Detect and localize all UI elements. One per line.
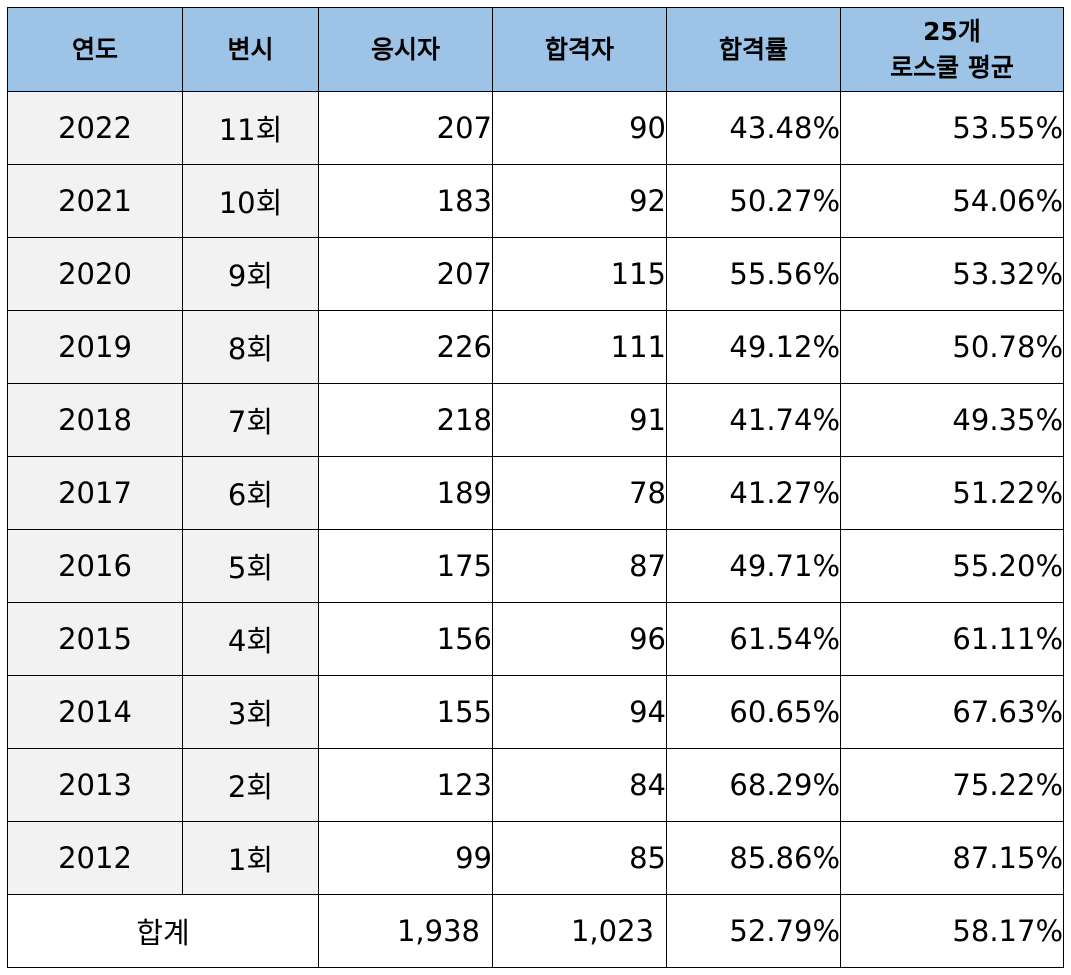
passers-cell: 84 [492,748,667,822]
pass-rate-cell: 60.65% [666,675,841,749]
table-row: 2015 4회 156 96 61.54% 61.11% [7,602,1064,676]
applicants-cell: 189 [318,456,493,530]
average-cell: 67.63% [840,675,1064,749]
average-cell: 61.11% [840,602,1064,676]
total-applicants: 1,938 [318,894,493,968]
session-cell: 11회 [182,91,319,165]
applicants-cell: 218 [318,383,493,457]
year-cell: 2012 [7,821,183,895]
passers-cell: 85 [492,821,667,895]
pass-rate-cell: 49.12% [666,310,841,384]
year-cell: 2017 [7,456,183,530]
session-cell: 4회 [182,602,319,676]
passers-cell: 91 [492,383,667,457]
average-cell: 53.55% [840,91,1064,165]
total-row: 합계 1,938 1,023 52.79% 58.17% [7,894,1064,968]
pass-rate-cell: 55.56% [666,237,841,311]
applicants-cell: 226 [318,310,493,384]
pass-rate-cell: 50.27% [666,164,841,238]
passers-cell: 96 [492,602,667,676]
header-average-line1: 25개 [923,16,981,46]
table-row: 2021 10회 183 92 50.27% 54.06% [7,164,1064,238]
session-cell: 9회 [182,237,319,311]
pass-rate-cell: 41.74% [666,383,841,457]
average-cell: 53.32% [840,237,1064,311]
passers-cell: 90 [492,91,667,165]
table-row: 2022 11회 207 90 43.48% 53.55% [7,91,1064,165]
average-cell: 49.35% [840,383,1064,457]
total-pass-rate: 52.79% [666,894,841,968]
session-cell: 7회 [182,383,319,457]
total-average: 58.17% [840,894,1064,968]
passers-cell: 78 [492,456,667,530]
table-row: 2016 5회 175 87 49.71% 55.20% [7,529,1064,603]
table-row: 2013 2회 123 84 68.29% 75.22% [7,748,1064,822]
applicants-cell: 207 [318,91,493,165]
session-cell: 1회 [182,821,319,895]
table-body: 2022 11회 207 90 43.48% 53.55% 2021 10회 183 92 50.2… [7,91,1064,968]
pass-rate-cell: 43.48% [666,91,841,165]
average-cell: 54.06% [840,164,1064,238]
year-cell: 2014 [7,675,183,749]
applicants-cell: 207 [318,237,493,311]
pass-rate-table: 연도 변시 응시자 합격자 합격률 25개 로스쿨 평균 2022 11회 207 90… [7,7,1064,968]
header-average-line2: 로스쿨 평균 [890,52,1014,82]
year-cell: 2018 [7,383,183,457]
table-row: 2020 9회 207 115 55.56% 53.32% [7,237,1064,311]
session-cell: 2회 [182,748,319,822]
applicants-cell: 175 [318,529,493,603]
year-cell: 2016 [7,529,183,603]
average-cell: 87.15% [840,821,1064,895]
average-cell: 55.20% [840,529,1064,603]
total-label: 합계 [7,894,319,968]
year-cell: 2021 [7,164,183,238]
pass-rate-cell: 61.54% [666,602,841,676]
year-cell: 2019 [7,310,183,384]
applicants-cell: 123 [318,748,493,822]
session-cell: 3회 [182,675,319,749]
header-passers: 합격자 [492,7,667,92]
table-row: 2019 8회 226 111 49.12% 50.78% [7,310,1064,384]
average-cell: 50.78% [840,310,1064,384]
header-session: 변시 [182,7,319,92]
applicants-cell: 155 [318,675,493,749]
total-passers: 1,023 [492,894,667,968]
header-year: 연도 [7,7,183,92]
session-cell: 5회 [182,529,319,603]
passers-cell: 92 [492,164,667,238]
passers-cell: 115 [492,237,667,311]
table-row: 2017 6회 189 78 41.27% 51.22% [7,456,1064,530]
session-cell: 6회 [182,456,319,530]
session-cell: 8회 [182,310,319,384]
applicants-cell: 183 [318,164,493,238]
applicants-cell: 99 [318,821,493,895]
pass-rate-cell: 49.71% [666,529,841,603]
year-cell: 2022 [7,91,183,165]
table-row: 2018 7회 218 91 41.74% 49.35% [7,383,1064,457]
passers-cell: 94 [492,675,667,749]
year-cell: 2020 [7,237,183,311]
pass-rate-cell: 41.27% [666,456,841,530]
header-applicants: 응시자 [318,7,493,92]
year-cell: 2013 [7,748,183,822]
header-pass-rate: 합격률 [666,7,841,92]
applicants-cell: 156 [318,602,493,676]
average-cell: 51.22% [840,456,1064,530]
table-row: 2014 3회 155 94 60.65% 67.63% [7,675,1064,749]
year-cell: 2015 [7,602,183,676]
pass-rate-cell: 68.29% [666,748,841,822]
pass-rate-cell: 85.86% [666,821,841,895]
average-cell: 75.22% [840,748,1064,822]
session-cell: 10회 [182,164,319,238]
table-row: 2012 1회 99 85 85.86% 87.15% [7,821,1064,895]
passers-cell: 111 [492,310,667,384]
passers-cell: 87 [492,529,667,603]
